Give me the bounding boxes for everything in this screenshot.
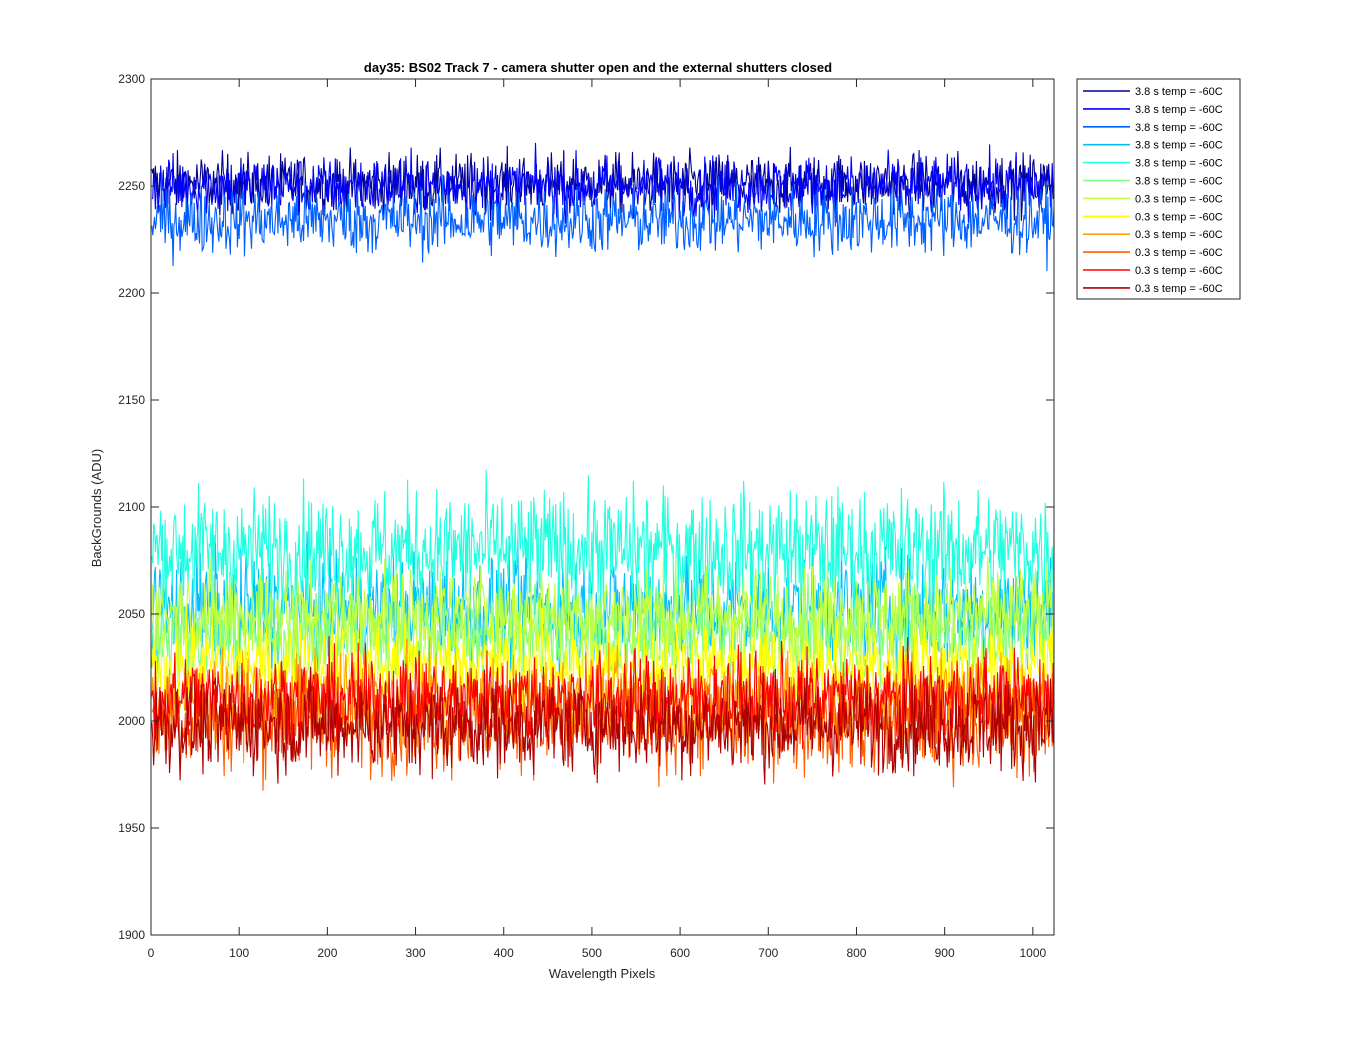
x-tick-label: 500 — [582, 946, 602, 960]
legend-entry: 3.8 s temp = -60C — [1135, 176, 1223, 188]
x-tick-label: 300 — [406, 946, 426, 960]
legend-entry: 3.8 s temp = -60C — [1135, 86, 1223, 98]
legend-entry: 3.8 s temp = -60C — [1135, 140, 1223, 152]
x-tick-label: 400 — [494, 946, 514, 960]
chart-title: day35: BS02 Track 7 - camera shutter ope… — [364, 60, 832, 75]
legend-entry: 0.3 s temp = -60C — [1135, 283, 1223, 295]
series-line-11 — [151, 636, 1055, 762]
series-line-7 — [151, 555, 1055, 674]
legend: 3.8 s temp = -60C 3.8 s temp = -60C 3.8 s … — [1076, 78, 1241, 300]
legend-entry: 3.8 s temp = -60C — [1135, 122, 1223, 134]
series-line-5 — [151, 469, 1055, 632]
legend-entry: 0.3 s temp = -60C — [1135, 211, 1223, 223]
series-layer — [151, 142, 1055, 791]
x-tick-label: 800 — [846, 946, 866, 960]
series-line-3 — [151, 172, 1055, 272]
ticks-layer: 0 100 200 300 400 500 600 700 800 900 1000 1900 1950… — [118, 72, 1054, 960]
y-tick-label: 1900 — [118, 928, 145, 942]
legend-box — [1076, 78, 1241, 300]
y-tick-label: 2250 — [118, 179, 145, 193]
plot-frame — [150, 78, 1055, 936]
legend-entry: 0.3 s temp = -60C — [1135, 265, 1223, 277]
legend-entry: 3.8 s temp = -60C — [1135, 104, 1223, 116]
x-axis-label: Wavelength Pixels — [549, 966, 656, 981]
y-tick-label: 2000 — [118, 714, 145, 728]
x-tick-label: 900 — [935, 946, 955, 960]
series-line-12 — [151, 666, 1055, 785]
legend-entry: 0.3 s temp = -60C — [1135, 229, 1223, 241]
legend-entry: 3.8 s temp = -60C — [1135, 158, 1223, 170]
series-line-2 — [151, 142, 1055, 225]
legend-entry: 0.3 s temp = -60C — [1135, 193, 1223, 205]
x-tick-label: 700 — [758, 946, 778, 960]
x-tick-label: 200 — [317, 946, 337, 960]
y-tick-label: 1950 — [118, 821, 145, 835]
y-tick-label: 2050 — [118, 607, 145, 621]
y-tick-label: 2300 — [118, 72, 145, 86]
x-tick-label: 1000 — [1019, 946, 1046, 960]
y-tick-label: 2150 — [118, 393, 145, 407]
y-tick-label: 2100 — [118, 500, 145, 514]
x-tick-label: 0 — [148, 946, 155, 960]
x-tick-label: 600 — [670, 946, 690, 960]
y-tick-label: 2200 — [118, 286, 145, 300]
y-axis-label: BackGrounds (ADU) — [89, 449, 104, 567]
x-tick-label: 100 — [229, 946, 249, 960]
legend-entry: 0.3 s temp = -60C — [1135, 247, 1223, 259]
